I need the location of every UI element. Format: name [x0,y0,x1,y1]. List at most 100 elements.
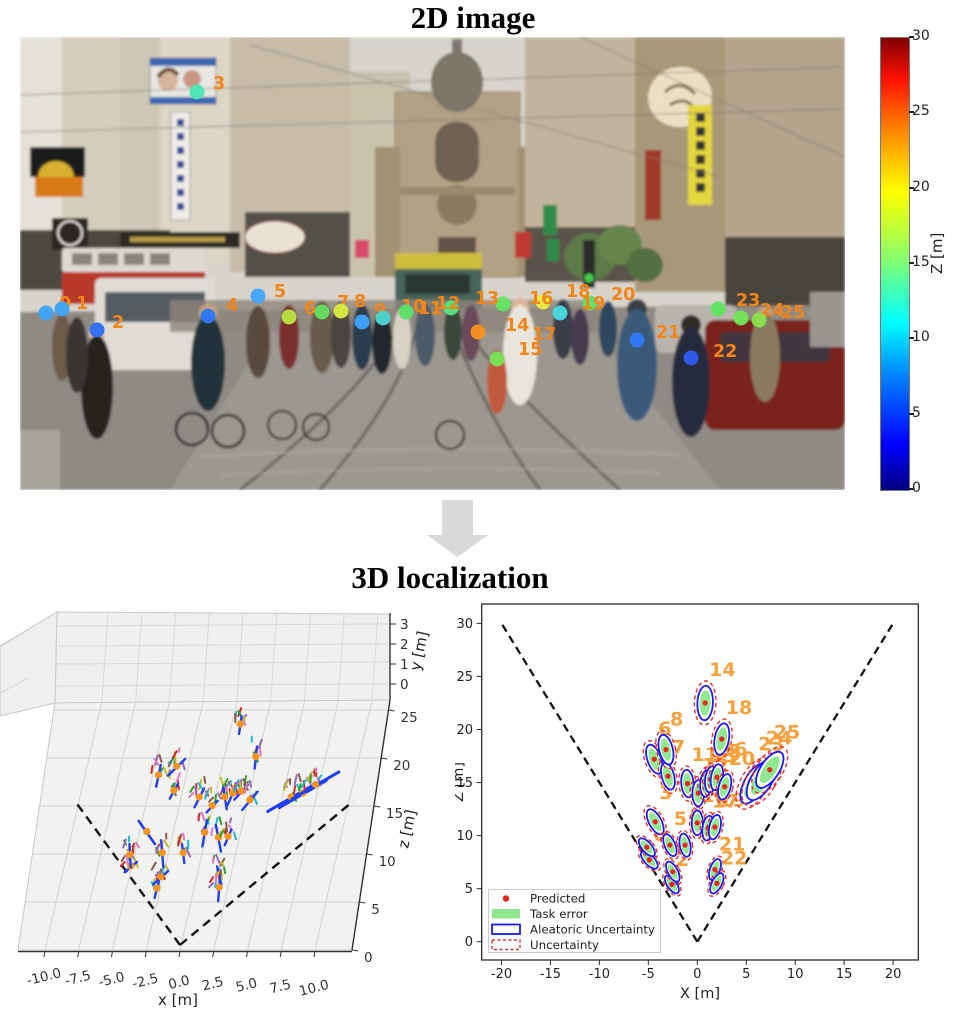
tick [351,949,359,952]
z-tick-label: 10 [379,854,396,870]
predicted-dot [667,842,673,848]
x-tick-label: 7.5 [268,977,293,998]
skeleton-joint [126,850,134,859]
grid-line [54,683,391,687]
uncertainty-ellipse [707,869,727,897]
detection-label-15: 15 [518,340,542,360]
uncertainty-ellipse [715,769,735,804]
uncertainty-ellipse [751,745,789,794]
skeleton-joint [173,762,181,770]
plot-3d: -10.0 -7.5 -5.0 -2.5 0.0 2.5 5.0 7.5 10.0 x [m] 0 5… [0,611,432,1009]
legend-uncertainty-marker [491,939,521,951]
detection-label-6: 6 [304,299,316,319]
x-tick-label: 2.5 [200,974,225,995]
x-tick-label: -5.0 [97,969,126,991]
grid-line [0,677,29,694]
detection-label-12: 12 [436,294,460,314]
person-label-23: 23 [758,733,784,755]
tick [279,950,282,958]
skeleton-11 [188,775,207,809]
detection-label-8: 8 [354,292,366,312]
tick [246,950,248,958]
detection-dot-10 [375,310,391,326]
billboard [149,57,217,105]
grid-line [247,700,305,951]
orange-sign [35,177,83,197]
person-14 [693,680,717,726]
detection-dot-25 [751,312,767,328]
detection-dot-6 [281,309,297,325]
skeleton-joint [221,793,229,801]
grid-line [54,643,391,647]
x-axis-label: x [m] [158,991,198,1009]
legend-label: Task error [529,907,588,921]
colorbar-tick-label: 5 [912,404,921,421]
grid-line [78,700,137,951]
detection-label-17: 17 [532,325,556,345]
tick [388,709,395,712]
detection-dot-5 [250,288,266,304]
person-1 [635,834,659,860]
person-25 [751,745,789,794]
legend-aleatoric-marker [491,923,521,935]
uncertainty-ellipse [660,830,680,860]
colorbar-tick-label: 0 [912,480,921,496]
detection-label-5: 5 [274,282,286,302]
x-tick-label: -20 [491,967,512,982]
detection-label-16: 16 [529,289,553,309]
detection-dot-15 [489,351,505,367]
detection-label-24: 24 [760,301,784,321]
skeleton-4 [150,861,170,886]
detection-dot-11 [398,304,414,320]
tick [144,950,147,958]
person-3 [643,805,668,839]
detection-label-14: 14 [505,316,529,336]
uncertainty-ellipse [705,810,724,844]
detection-dot-0 [38,305,54,321]
colorbar-label: Z [m] [928,232,946,274]
grid-line [44,700,103,951]
predicted-dot [712,824,718,830]
skeleton-10 [197,811,211,848]
skeleton-3 [137,819,157,846]
detection-dot-22 [683,350,699,366]
z-tick-label: 15 [386,806,403,822]
skeleton-joint [237,787,245,795]
skeleton-25 [290,767,341,801]
tick [366,853,373,856]
y-tick-label: 20 [456,723,473,738]
detection-label-1: 1 [76,294,88,314]
skeleton-1 [122,835,141,869]
photo-background [20,37,845,490]
skeleton-joint [224,832,232,840]
person-label-25: 25 [774,721,800,743]
grid-line [179,700,238,951]
colorbar-tick-label: 15 [912,254,930,270]
skeleton-5 [155,832,170,869]
tick [313,950,316,958]
grid-line [54,661,391,665]
uncertainty-ellipse [655,730,677,770]
colorbar-tick-label: 10 [912,329,930,346]
x-axis-label: X [m] [680,986,720,1002]
x-tick-label: 10 [787,967,804,982]
skeleton-joint [157,873,165,881]
colorbar-tick-mark [909,186,914,189]
skeleton-joint [236,720,244,728]
skeleton-joint [246,796,254,804]
x-tick-label: -5 [642,967,655,982]
grid-line [371,613,379,701]
detection-label-20: 20 [611,285,635,305]
person-20 [715,769,735,804]
detection-dot-14 [470,324,486,340]
predicted-dot [714,774,720,780]
legend-label: Uncertainty [530,938,599,952]
colorbar-tick-mark [909,488,914,490]
detection-dot-13 [495,296,511,312]
tick [178,950,181,958]
colorbar-tick-mark [909,337,914,340]
uncertainty-ellipse [693,680,717,726]
predicted-dot [665,773,671,779]
